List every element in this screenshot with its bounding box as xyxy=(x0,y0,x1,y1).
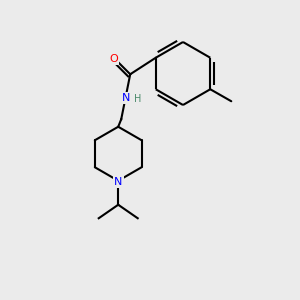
Text: N: N xyxy=(122,93,130,103)
Text: N: N xyxy=(114,177,122,187)
Text: O: O xyxy=(109,54,118,64)
Text: H: H xyxy=(134,94,142,104)
